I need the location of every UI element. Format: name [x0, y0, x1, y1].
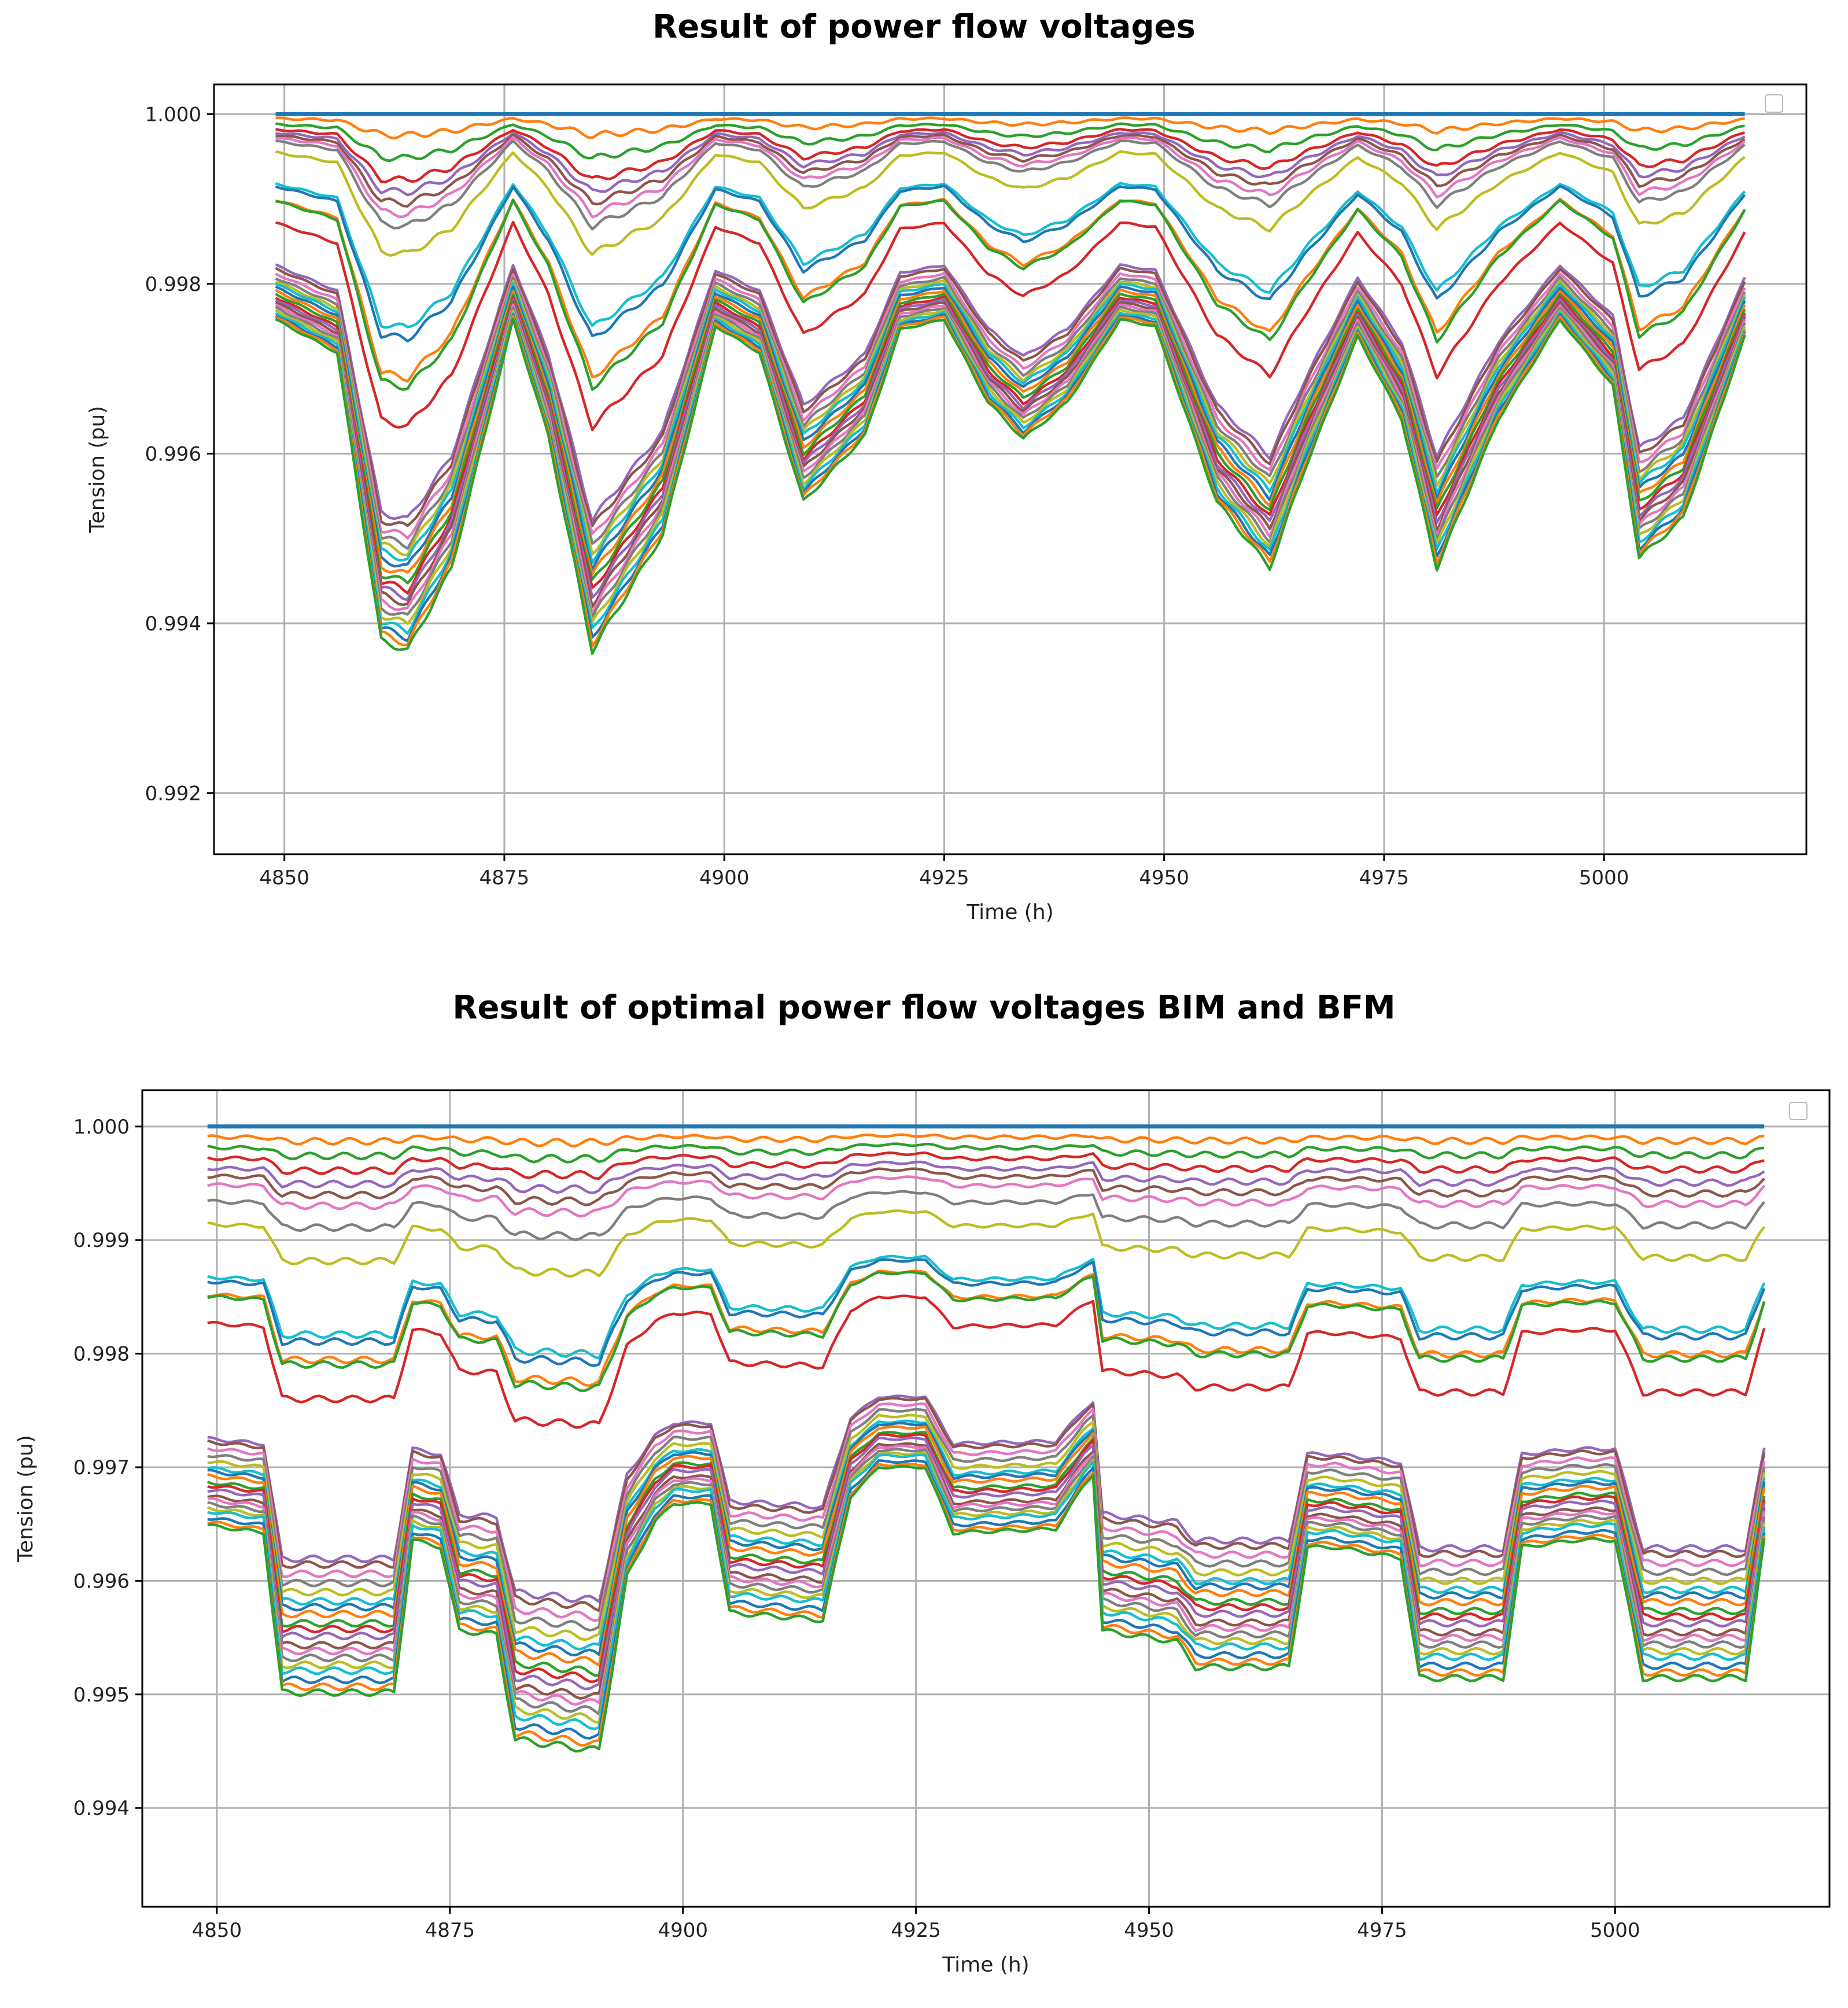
- series-line: [207, 1254, 1766, 1360]
- x-tick-label: 4975: [1359, 866, 1410, 889]
- y-tick-label: 0.994: [73, 1797, 130, 1820]
- x-tick-label: 4850: [192, 1919, 242, 1942]
- chart-optimal-power-flow-plot: 4850 4875 4900 4925 4950 4975 5000 0.994…: [14, 1089, 1831, 1977]
- x-tick-label: 4850: [259, 866, 309, 889]
- series-line: [275, 135, 1746, 219]
- y-tick-label: 0.996: [73, 1570, 130, 1593]
- series-line: [207, 1142, 1765, 1164]
- series-line: [207, 1402, 1766, 1622]
- series-line: [207, 1151, 1765, 1180]
- y-tick-label: 1.000: [73, 1116, 130, 1139]
- series-line: [207, 1294, 1766, 1429]
- series-line: [207, 1459, 1766, 1740]
- series-group: [275, 112, 1746, 655]
- series-group: [206, 1124, 1766, 1753]
- series-line: [275, 182, 1746, 329]
- series-line: [275, 198, 1746, 391]
- y-axis-label: Tension (pu): [86, 406, 109, 534]
- series-line: [207, 1465, 1766, 1753]
- x-tick-label: 4875: [425, 1919, 475, 1942]
- x-tick-label: 4925: [919, 866, 969, 889]
- series-line: [275, 131, 1746, 197]
- series-line: [207, 1436, 1766, 1690]
- series-line: [207, 1133, 1765, 1147]
- y-tick-label: 0.997: [73, 1456, 130, 1479]
- x-axis-label: Time (h): [966, 900, 1053, 924]
- legend-box: [1765, 94, 1783, 113]
- series-line: [275, 272, 1746, 540]
- series-line: [275, 127, 1746, 183]
- grid: [207, 84, 1806, 861]
- series-line: [207, 1258, 1766, 1367]
- y-tick-label: 0.998: [73, 1343, 130, 1366]
- series-line: [207, 1190, 1765, 1242]
- y-tick-label: 0.995: [73, 1684, 130, 1707]
- series-line: [275, 133, 1746, 208]
- x-tick-label: 5000: [1590, 1919, 1640, 1942]
- y-axis: 0.994 0.995 0.996 0.997 0.998 0.999 1.00…: [73, 1116, 130, 1820]
- x-axis: 4850 4875 4900 4925 4950 4975 5000: [259, 866, 1629, 889]
- figure-optimal-power-flow: Result of optimal power flow voltages BI…: [0, 972, 1848, 2008]
- y-tick-label: 0.999: [73, 1229, 130, 1252]
- series-line: [207, 1453, 1766, 1730]
- x-tick-label: 4950: [1124, 1919, 1174, 1942]
- x-tick-label: 4925: [891, 1919, 941, 1942]
- figure-power-flow: Result of power flow voltages 4850 4875 …: [0, 0, 1848, 972]
- series-line: [275, 184, 1746, 343]
- x-tick-label: 4950: [1139, 866, 1189, 889]
- plot-frame: [141, 1089, 1831, 1908]
- y-tick-label: 0.994: [145, 612, 201, 636]
- series-line: [207, 1408, 1766, 1632]
- series-line: [207, 1175, 1765, 1218]
- series-line: [275, 116, 1745, 140]
- x-axis: 4850 4875 4900 4925 4950 4975 5000: [192, 1919, 1640, 1942]
- series-line: [207, 1209, 1766, 1278]
- y-tick-label: 0.996: [145, 442, 201, 466]
- series-line: [275, 122, 1745, 163]
- x-axis-label: Time (h): [942, 1953, 1029, 1977]
- chart-power-flow-plot: 4850 4875 4900 4925 4950 4975 5000 0.992…: [86, 83, 1808, 924]
- x-tick-label: 4975: [1357, 1919, 1407, 1942]
- chart-title: Result of power flow voltages: [652, 8, 1196, 46]
- series-line: [207, 1269, 1766, 1387]
- x-tick-label: 4900: [658, 1919, 708, 1942]
- series-line: [207, 1433, 1766, 1683]
- y-axis: 0.992 0.994 0.996 0.998 1.000: [145, 103, 201, 805]
- series-line: [275, 276, 1746, 550]
- x-tick-label: 4875: [479, 866, 530, 889]
- series-line: [275, 318, 1746, 655]
- series-line: [207, 1160, 1765, 1194]
- series-line: [207, 1271, 1766, 1392]
- y-tick-label: 0.998: [145, 273, 201, 296]
- plot-frame: [213, 83, 1808, 855]
- series-line: [275, 282, 1746, 564]
- series-line: [275, 220, 1746, 431]
- series-line: [207, 1413, 1766, 1641]
- chart-title: Result of optimal power flow voltages BI…: [452, 989, 1396, 1027]
- x-tick-label: 4900: [699, 866, 750, 889]
- x-tick-label: 5000: [1579, 866, 1629, 889]
- y-axis-label: Tension (pu): [14, 1435, 38, 1563]
- series-line: [275, 150, 1746, 257]
- y-tick-label: 1.000: [145, 103, 201, 126]
- series-line: [275, 139, 1746, 231]
- legend-box: [1789, 1102, 1808, 1120]
- y-tick-label: 0.992: [145, 782, 201, 805]
- series-line: [207, 1167, 1765, 1206]
- series-line: [275, 267, 1746, 527]
